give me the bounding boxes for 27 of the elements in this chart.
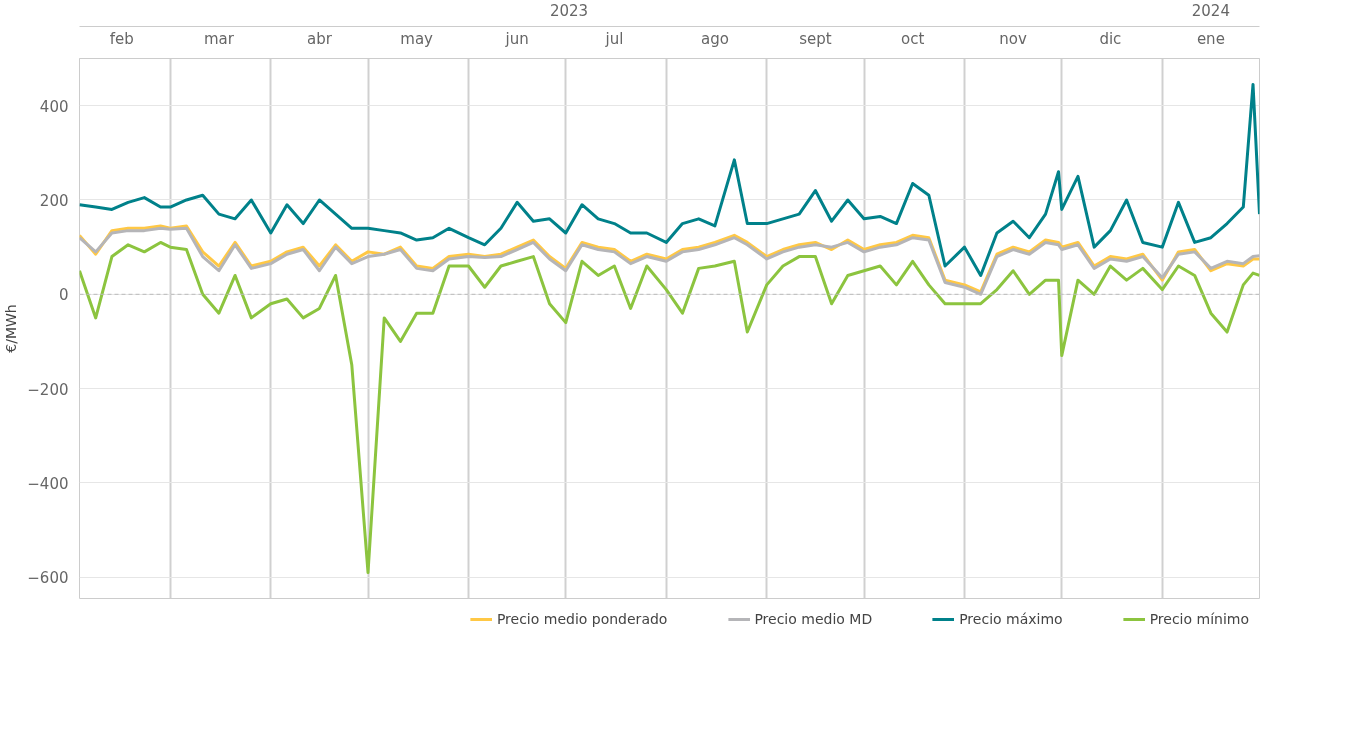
x-tick-label: feb xyxy=(109,29,134,48)
y-tick-label: 200 xyxy=(39,191,69,210)
legend-label: Precio mínimo xyxy=(1149,611,1249,627)
y-tick-label: −200 xyxy=(27,380,69,399)
x-tick-label: dic xyxy=(1099,29,1122,48)
legend-label: Precio medio ponderado xyxy=(496,611,668,627)
y-tick-label: −400 xyxy=(27,474,69,493)
x2-tick-label: 2023 xyxy=(549,1,589,20)
x-tick-label: oct xyxy=(900,29,925,48)
y-tick-label: −600 xyxy=(27,569,69,588)
y-tick-label: 400 xyxy=(39,97,69,116)
legend-label: Precio medio MD xyxy=(754,611,873,627)
x-tick-label: jul xyxy=(604,29,624,48)
legend-label: Precio máximo xyxy=(959,611,1063,627)
x-tick-label: ene xyxy=(1196,29,1225,48)
y-tick-label: 0 xyxy=(58,286,69,305)
line-series xyxy=(79,240,1260,575)
x-tick-label: abr xyxy=(306,29,333,48)
y-axis-title: €/MWh xyxy=(3,304,20,353)
x2-tick-label: 2024 xyxy=(1191,1,1230,20)
x-tick-label: nov xyxy=(999,29,1028,48)
x-tick-label: sept xyxy=(799,29,832,48)
x-tick-label: may xyxy=(400,29,434,48)
x-tick-label: mar xyxy=(203,29,235,48)
line-series xyxy=(79,82,1260,277)
x-tick-label: jun xyxy=(504,29,529,48)
x-tick-label: ago xyxy=(700,29,729,48)
